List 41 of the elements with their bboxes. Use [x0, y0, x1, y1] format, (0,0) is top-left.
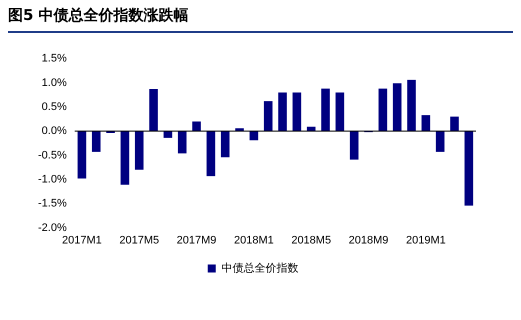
y-tick-label: 0.0% [42, 125, 67, 138]
bar [78, 131, 86, 178]
x-tick-label: 2018M5 [291, 234, 332, 246]
y-tick-label: 1.0% [42, 76, 67, 89]
y-tick-label: -0.5% [38, 149, 67, 162]
bar [450, 116, 459, 132]
bar [436, 131, 444, 152]
chart-title: 图5 中债总全价指数涨跌幅 [8, 6, 513, 33]
bar [134, 131, 144, 170]
bar [336, 92, 344, 132]
x-tick-label: 2017M9 [176, 234, 216, 246]
bar [178, 131, 187, 154]
bar [292, 92, 302, 132]
bar [464, 131, 474, 206]
bar [92, 131, 101, 152]
bar [120, 131, 130, 185]
bar [392, 83, 402, 132]
bar [220, 131, 230, 158]
y-tick-label: -1.0% [38, 173, 67, 186]
bar [192, 121, 201, 132]
y-tick-label: -2.0% [38, 222, 67, 234]
x-tick-label: 2017M1 [62, 234, 102, 246]
bar [149, 89, 158, 132]
x-tick-label: 2017M5 [119, 234, 160, 246]
bar [422, 115, 430, 132]
x-tick-label: 2018M9 [348, 234, 388, 246]
bar [164, 131, 172, 138]
bar [250, 131, 258, 140]
bar [378, 88, 388, 132]
bar [264, 101, 272, 132]
x-tick-label: 2019M1 [406, 234, 446, 246]
y-tick-label: -1.5% [38, 198, 67, 210]
x-tick-label: 2018M1 [234, 234, 274, 246]
y-tick-label: 0.5% [42, 100, 67, 113]
y-tick-label: 1.5% [42, 52, 67, 65]
bar [350, 131, 358, 160]
bar [278, 92, 287, 132]
bar [407, 80, 416, 132]
legend-label: 中债总全价指数 [221, 261, 298, 274]
bar [206, 131, 216, 176]
bar [321, 88, 330, 132]
